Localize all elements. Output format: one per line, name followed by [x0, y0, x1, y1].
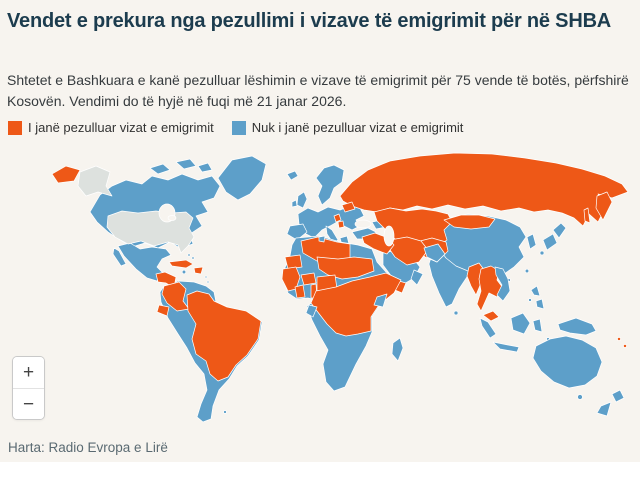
country-japan-kyushu[interactable] [539, 250, 545, 256]
country-japan-honshu[interactable] [542, 233, 558, 251]
country-mongolia[interactable] [443, 214, 496, 230]
country-ecuador[interactable] [156, 304, 170, 317]
country-vietnam[interactable] [494, 266, 511, 302]
country-australia[interactable] [532, 335, 603, 389]
great-lakes [167, 215, 177, 221]
country-tonga[interactable] [623, 344, 627, 348]
country-bahamas-1[interactable] [187, 253, 191, 257]
region-mauritania[interactable] [284, 254, 303, 270]
region-central-east-africa[interactable] [310, 272, 402, 337]
country-canada-arctic-1[interactable] [149, 163, 171, 175]
country-new-zealand-north[interactable] [611, 389, 625, 403]
country-malaysia[interactable] [482, 310, 500, 322]
country-burkina-faso[interactable] [300, 272, 317, 286]
island-java[interactable] [492, 341, 520, 353]
country-jamaica[interactable] [181, 269, 187, 275]
map-credit: Harta: Radio Evropa e Lirë [8, 440, 168, 455]
country-pakistan[interactable] [423, 243, 446, 263]
country-brazil[interactable] [186, 290, 262, 382]
country-russia-sakhalin[interactable] [583, 207, 591, 224]
country-sri-lanka[interactable] [453, 310, 459, 316]
page-subtitle: Shtetet e Bashkuara e kanë pezulluar lës… [7, 72, 629, 109]
country-china[interactable] [429, 213, 527, 280]
country-canada-arctic-2[interactable] [175, 158, 197, 170]
country-iran[interactable] [387, 236, 429, 266]
country-canada-arctic-3[interactable] [197, 162, 213, 173]
infographic-canvas: Vendet e prekura nga pezullimi i vizave … [0, 0, 640, 462]
country-usa[interactable] [106, 210, 195, 254]
country-mexico-baja[interactable] [112, 247, 127, 267]
country-russia[interactable] [339, 152, 629, 227]
country-iceland[interactable] [286, 170, 299, 181]
country-japan-hokkaido[interactable] [552, 222, 567, 239]
island-borneo[interactable] [510, 312, 531, 335]
country-kenya[interactable] [373, 293, 388, 308]
country-gabon[interactable] [305, 304, 318, 318]
map-zoom-control[interactable]: + − [12, 356, 45, 420]
legend: I janë pezulluar vizat e emigrimit Nuk i… [8, 120, 463, 135]
zoom-out-button[interactable]: − [13, 388, 44, 419]
island-sulawesi[interactable] [532, 318, 543, 333]
country-kosovo[interactable] [337, 220, 345, 229]
world-map-container[interactable]: + − [0, 150, 640, 440]
region-korea[interactable] [526, 233, 537, 250]
country-philippines-1[interactable] [530, 285, 541, 297]
caspian-sea [383, 225, 395, 247]
page-title: Vendet e prekura nga pezullimi i vizave … [7, 10, 612, 32]
country-greenland[interactable] [217, 155, 267, 201]
country-ivory-coast[interactable] [294, 284, 306, 299]
country-bosnia[interactable] [333, 213, 342, 223]
country-bahamas-2[interactable] [191, 256, 195, 260]
country-russia-chukotka[interactable] [51, 165, 81, 184]
region-scandinavia[interactable] [315, 164, 345, 206]
island-falklands[interactable] [223, 410, 227, 414]
region-iberia[interactable] [286, 223, 308, 241]
country-philippines-3[interactable] [528, 298, 532, 302]
country-uk[interactable] [296, 191, 308, 209]
country-madagascar[interactable] [391, 337, 404, 362]
region-niger-chad-sudan[interactable] [316, 256, 375, 280]
legend-item-suspended: I janë pezulluar vizat e emigrimit [8, 120, 214, 135]
country-ireland[interactable] [291, 199, 298, 208]
legend-item-not-suspended: Nuk i janë pezulluar vizat e emigrimit [231, 120, 464, 135]
suspended-color-swatch-icon [8, 120, 22, 135]
island-lesser-antilles-1[interactable] [204, 275, 208, 279]
country-russia-kamchatka[interactable] [595, 191, 613, 221]
country-belarus[interactable] [341, 201, 356, 213]
island-new-guinea[interactable] [557, 317, 597, 336]
island-sumatra[interactable] [479, 317, 497, 339]
not-suspended-color-swatch-icon [231, 120, 246, 135]
country-new-zealand-south[interactable] [596, 401, 612, 417]
country-oman[interactable] [410, 269, 424, 286]
black-sea [354, 219, 372, 229]
country-mexico[interactable] [117, 242, 172, 282]
island-tasmania[interactable] [577, 394, 583, 400]
legend-label-not-suspended: Nuk i janë pezulluar vizat e emigrimit [251, 120, 464, 135]
zoom-in-button[interactable]: + [13, 357, 44, 388]
country-philippines-2[interactable] [535, 298, 545, 310]
country-cuba[interactable] [168, 259, 194, 269]
country-fiji[interactable] [617, 337, 621, 341]
legend-label-suspended: I janë pezulluar vizat e emigrimit [28, 120, 214, 135]
world-map[interactable] [0, 150, 640, 440]
country-usa-alaska[interactable] [77, 165, 113, 197]
island-lesser-antilles-2[interactable] [206, 280, 210, 284]
country-taiwan[interactable] [524, 268, 530, 274]
country-tunisia[interactable] [318, 235, 326, 243]
region-hispaniola[interactable] [193, 266, 204, 275]
bottom-strip [0, 462, 640, 478]
